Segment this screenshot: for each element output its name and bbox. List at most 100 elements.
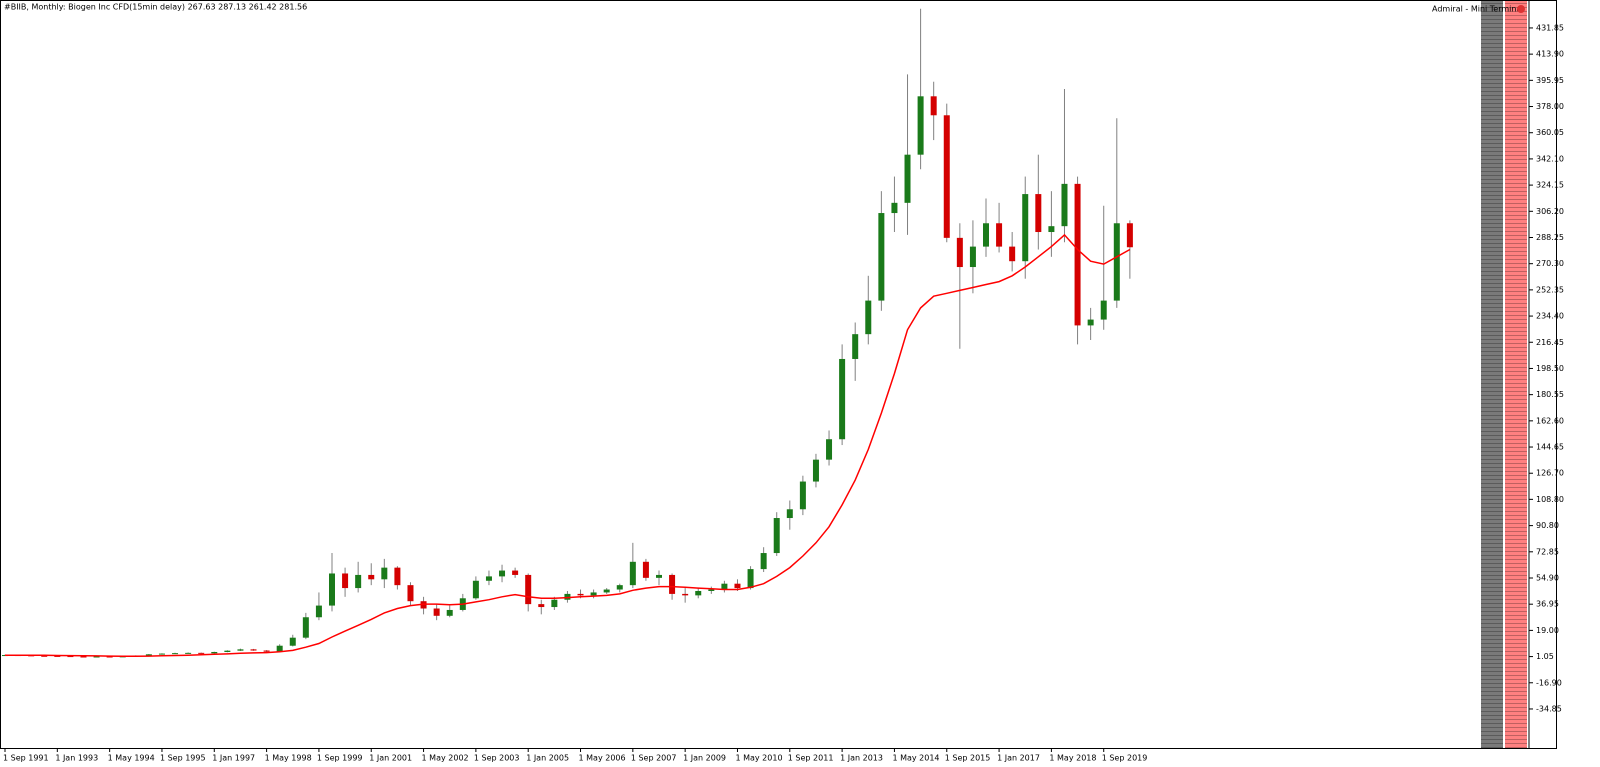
candle-body [185,652,192,654]
x-tick-label: 1 Sep 1995 [160,754,206,763]
x-tick-label: 1 May 2014 [892,754,939,763]
candle-body [1061,183,1068,227]
y-tick-label: 180.55 [1536,390,1564,399]
y-tick-label: 252.35 [1536,285,1564,294]
candle-body [642,561,649,578]
y-tick-label: 270.30 [1536,259,1564,268]
candle-body [407,585,414,602]
y-tick-label: 36.95 [1536,600,1559,609]
y-tick-label: 288.25 [1536,233,1564,242]
candle-body [172,653,179,655]
x-tick-label: 1 May 2002 [422,754,469,763]
candle-body [355,574,362,589]
x-tick-label: 1 Sep 1999 [317,754,363,763]
candle-body [158,653,165,655]
y-tick-label: 72.85 [1536,547,1559,556]
candle-body [839,358,846,440]
candle-body [852,334,859,359]
candle-body [969,246,976,268]
x-tick-label: 1 May 2018 [1049,754,1096,763]
candle-body [499,570,506,577]
y-tick-label: 19.00 [1536,626,1559,635]
x-tick-label: 1 Jan 1997 [212,754,255,763]
candle-body [80,656,87,658]
y-tick-label: 54.90 [1536,574,1559,583]
plot-frame [0,0,1557,749]
candle-body [551,599,558,608]
y-tick-label: 395.95 [1536,76,1564,85]
candle-body [106,656,113,658]
candle-body [446,609,453,616]
candle-body [263,650,270,652]
y-tick-label: 431.85 [1536,23,1564,32]
candle-body [485,576,492,581]
candle-body [1100,300,1107,320]
candle-body [329,573,335,606]
x-tick-label: 1 Sep 2011 [788,754,834,763]
candle-body [695,590,702,596]
candle-body [577,593,584,596]
candle-body [433,608,440,616]
candle-body [904,154,911,203]
candle-body [996,223,1003,247]
y-tick-label: 162.60 [1536,416,1564,425]
candle-body [616,585,623,590]
candle-body [773,518,780,554]
y-tick-label: 1.05 [1536,652,1554,661]
candle-body [276,645,283,652]
x-tick-label: 1 Sep 2019 [1102,754,1148,763]
candle-body [943,115,950,238]
y-tick-label: -34.85 [1536,704,1562,713]
x-tick-label: 1 Jan 2013 [840,754,883,763]
candle-body [93,656,100,658]
x-tick-label: 1 Jan 1993 [55,754,98,763]
candle-body [211,651,218,654]
candle-body [603,589,610,593]
candle-body [891,202,898,214]
candle-body [682,593,689,596]
candle-body [669,574,676,594]
y-tick-label: 144.65 [1536,443,1564,452]
candle-body [41,655,48,657]
candle-body [472,580,479,599]
panel-icon[interactable] [1517,5,1525,13]
candle-body [381,567,388,580]
candle-body [930,96,937,116]
candle-body [865,300,872,335]
candle-body [983,223,989,247]
y-tick-label: 360.05 [1536,128,1564,137]
candle-body [67,656,74,658]
candle-body [394,567,401,586]
moving-average [5,233,1131,657]
y-tick-label: 342.10 [1536,154,1564,163]
y-tick-label: 90.80 [1536,521,1559,530]
candle-body [538,604,545,608]
candle-body [1048,226,1055,233]
candle-body [224,650,231,652]
candle-body [289,637,296,646]
y-tick-label: 198.50 [1536,364,1564,373]
candle-body [734,583,741,589]
candle-body [368,574,375,580]
candle-body [747,569,754,589]
symbol-info: #BIIB, Monthly: Biogen Inc CFD(15min del… [4,3,307,12]
panel-title[interactable]: Admiral - Mini Terminal [1432,5,1524,14]
side-panel-stripes [1481,1,1503,748]
x-tick-label: 1 Jan 2009 [683,754,726,763]
candle-body [145,654,152,656]
candle-body [760,553,767,570]
candle-body [590,592,597,596]
candle-body [315,605,322,618]
y-tick-label: 324.15 [1536,181,1564,190]
candle-body [1022,194,1029,262]
candle-body [708,589,715,591]
candle-body [812,459,819,482]
candle-body [237,649,244,651]
x-tick-label: 1 Jan 2001 [369,754,412,763]
candle-body [512,570,519,575]
y-tick-label: 216.45 [1536,338,1564,347]
side-panel-stripes [1505,1,1527,748]
x-tick-label: 1 May 2010 [735,754,782,763]
candle-body [629,561,636,586]
